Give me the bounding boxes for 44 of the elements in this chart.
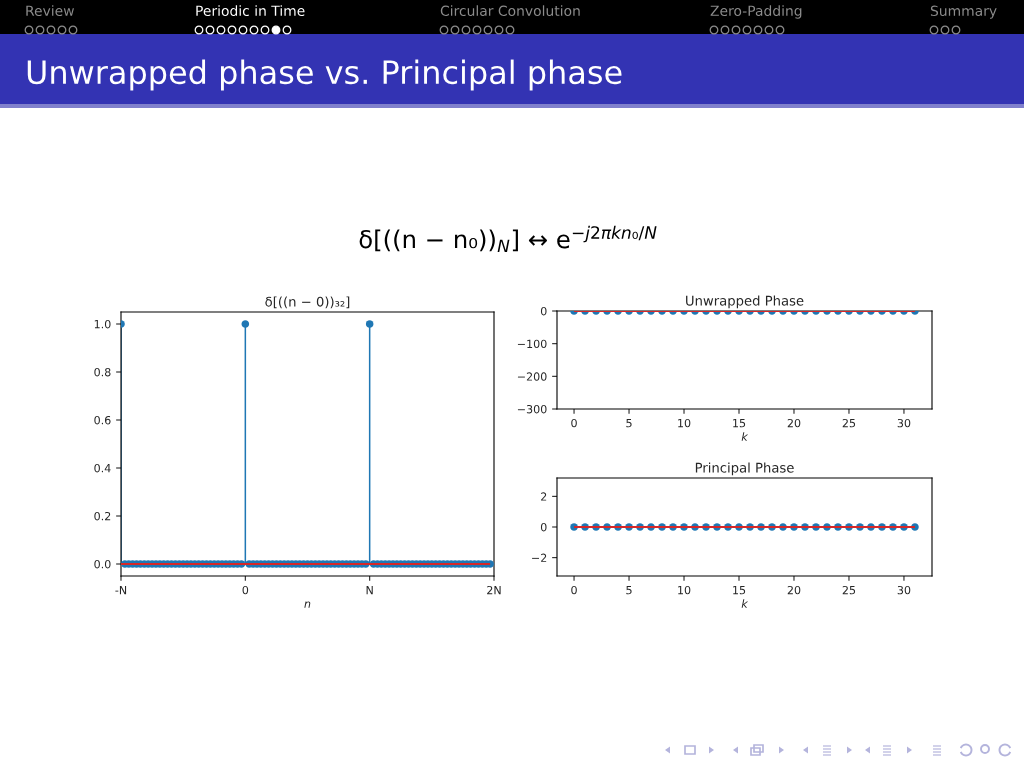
y-tick-label: 1.0 xyxy=(94,319,111,329)
y-tick-label: −100 xyxy=(517,339,547,349)
y-tick-label: 0 xyxy=(540,522,547,532)
text: Periodic in Time xyxy=(196,5,305,17)
text: Review xyxy=(26,5,74,17)
x-tick-label: 30 xyxy=(897,418,911,428)
text: Unwrapped phase vs. Principal phase xyxy=(27,59,622,91)
text: Circular Convolution xyxy=(440,5,580,17)
y-tick-label: 0 xyxy=(540,306,547,316)
x-tick-label: 15 xyxy=(733,586,746,595)
chart-title: Principal Phase xyxy=(695,462,794,476)
x-tick-label: 20 xyxy=(787,585,801,595)
x-tick-label: 2N xyxy=(487,585,501,595)
y-tick-label: 0.2 xyxy=(94,511,111,521)
y-tick-label: 0.6 xyxy=(94,415,111,425)
y-tick-label: −300 xyxy=(517,404,547,414)
y-tick-label: 0.0 xyxy=(94,559,111,569)
x-tick-label: 10 xyxy=(678,418,691,428)
x-tick-label: 5 xyxy=(626,419,632,428)
x-axis-title: n xyxy=(304,601,311,608)
x-tick-label: 20 xyxy=(787,418,801,428)
text: Zero-Padding xyxy=(710,5,802,19)
x-tick-label: -N xyxy=(115,586,127,595)
x-tick-label: 25 xyxy=(842,418,856,428)
x-tick-label: N xyxy=(366,586,373,595)
x-tick-label: 10 xyxy=(678,585,691,595)
x-axis-title: k xyxy=(741,432,749,441)
x-tick-label: 0 xyxy=(571,585,577,595)
chart-title: δ[((n − 0))₃₂] xyxy=(265,296,350,309)
y-tick-label: −200 xyxy=(517,372,547,381)
x-tick-label: 25 xyxy=(842,585,856,595)
y-tick-label: 2 xyxy=(541,492,547,501)
text: Summary xyxy=(930,5,997,19)
x-tick-label: 15 xyxy=(733,419,746,428)
y-tick-label: 0.8 xyxy=(94,367,111,377)
x-tick-label: 0 xyxy=(571,418,577,428)
x-tick-label: 5 xyxy=(626,586,632,595)
y-tick-label: −2 xyxy=(532,553,547,562)
x-tick-label: 30 xyxy=(897,585,911,595)
text: δ[((n − n₀))$_{N}$] ↔ e$^{−j2πkn₀/N}$ xyxy=(359,225,657,253)
x-tick-label: 0 xyxy=(242,585,249,595)
y-tick-label: 0.4 xyxy=(94,463,111,473)
chart-title: Unwrapped Phase xyxy=(686,295,804,309)
x-axis-title: k xyxy=(741,599,749,608)
